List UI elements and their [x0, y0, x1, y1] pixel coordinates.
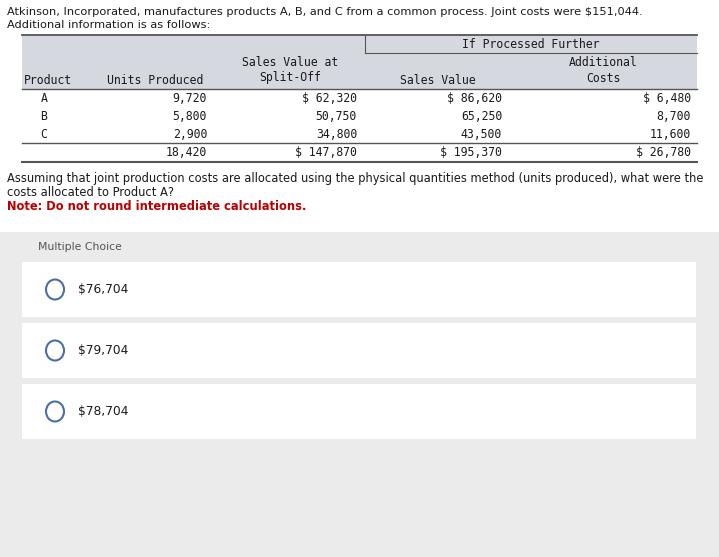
Text: $76,704: $76,704 [78, 283, 129, 296]
Text: If Processed Further: If Processed Further [462, 37, 600, 51]
Text: Additional
Costs: Additional Costs [569, 56, 638, 85]
Text: $ 147,870: $ 147,870 [295, 146, 357, 159]
Bar [22, 53, 697, 71]
Text: $ 62,320: $ 62,320 [302, 91, 357, 105]
Text: Units Produced: Units Produced [107, 74, 203, 86]
Text: 18,420: 18,420 [166, 146, 207, 159]
Text: Note: Do not round intermediate calculations.: Note: Do not round intermediate calculat… [7, 200, 306, 213]
Text: Atkinson, Incorporated, manufactures products A, B, and C from a common process.: Atkinson, Incorporated, manufactures pro… [7, 7, 643, 17]
Bar [22, 71, 697, 89]
Text: A: A [40, 91, 47, 105]
Bar [22, 384, 696, 439]
Text: $ 6,480: $ 6,480 [643, 91, 691, 105]
Text: $ 195,370: $ 195,370 [440, 146, 502, 159]
Text: 65,250: 65,250 [461, 110, 502, 123]
Text: 8,700: 8,700 [656, 110, 691, 123]
Bar [22, 35, 697, 53]
Text: $79,704: $79,704 [78, 344, 129, 357]
Bar [22, 125, 697, 143]
Text: 43,500: 43,500 [461, 128, 502, 140]
Text: Sales Value: Sales Value [400, 74, 475, 86]
Text: 2,900: 2,900 [173, 128, 207, 140]
Text: Sales Value at
Split-Off: Sales Value at Split-Off [242, 56, 338, 85]
Bar [22, 89, 697, 107]
Text: Multiple Choice: Multiple Choice [38, 242, 122, 252]
Text: 11,600: 11,600 [650, 128, 691, 140]
Text: 9,720: 9,720 [173, 91, 207, 105]
Text: Product: Product [24, 74, 72, 86]
Bar [22, 323, 696, 378]
Bar [22, 107, 697, 125]
Bar [22, 143, 697, 162]
Text: $ 26,780: $ 26,780 [636, 146, 691, 159]
Text: 34,800: 34,800 [316, 128, 357, 140]
Bar [22, 262, 696, 317]
Text: Assuming that joint production costs are allocated using the physical quantities: Assuming that joint production costs are… [7, 172, 703, 185]
Text: $ 86,620: $ 86,620 [447, 91, 502, 105]
Text: 5,800: 5,800 [173, 110, 207, 123]
Text: B: B [40, 110, 47, 123]
Text: costs allocated to Product A?: costs allocated to Product A? [7, 186, 174, 199]
Bar [0, 232, 719, 557]
Text: Additional information is as follows:: Additional information is as follows: [7, 20, 211, 30]
Text: C: C [40, 128, 47, 140]
Text: $78,704: $78,704 [78, 405, 129, 418]
Text: 50,750: 50,750 [316, 110, 357, 123]
